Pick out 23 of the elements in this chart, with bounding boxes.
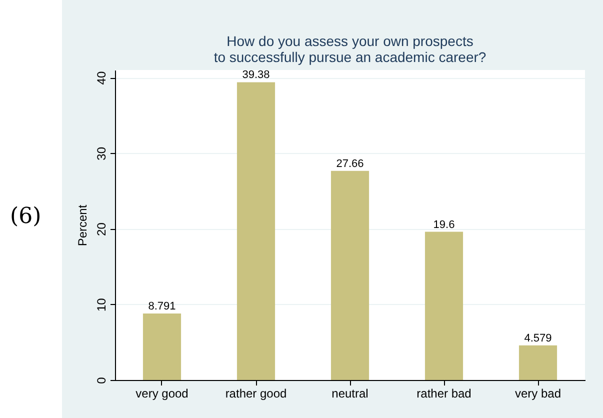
data-label: 39.38 — [242, 69, 270, 82]
y-tick-label: 10 — [94, 298, 108, 312]
data-label: 27.66 — [336, 158, 364, 170]
text: (6) — [10, 204, 42, 229]
bar — [424, 232, 464, 380]
x-tick-label: neutral — [332, 386, 368, 400]
y-tick-label: 20 — [94, 222, 108, 236]
x-tick-label: rather good — [225, 386, 287, 400]
data-label: 8.791 — [148, 300, 176, 313]
y-tick-label: 40 — [94, 71, 108, 85]
bar — [518, 345, 558, 380]
y-tick-label: 0 — [94, 376, 108, 384]
chart-title: How do you assess your own prospects to successfully pursue an academic career? — [214, 33, 486, 66]
bar — [236, 82, 276, 380]
x-tick-label: rather bad — [416, 386, 472, 400]
y-tick-label: 30 — [94, 146, 108, 160]
y-axis-title: Percent — [76, 204, 90, 246]
bar — [330, 170, 370, 380]
bar — [142, 314, 182, 380]
x-tick-label: very bad — [514, 386, 562, 400]
x-tick-label: very good — [136, 386, 188, 400]
data-label: 19.6 — [433, 218, 455, 231]
data-label: 4.579 — [524, 332, 552, 344]
